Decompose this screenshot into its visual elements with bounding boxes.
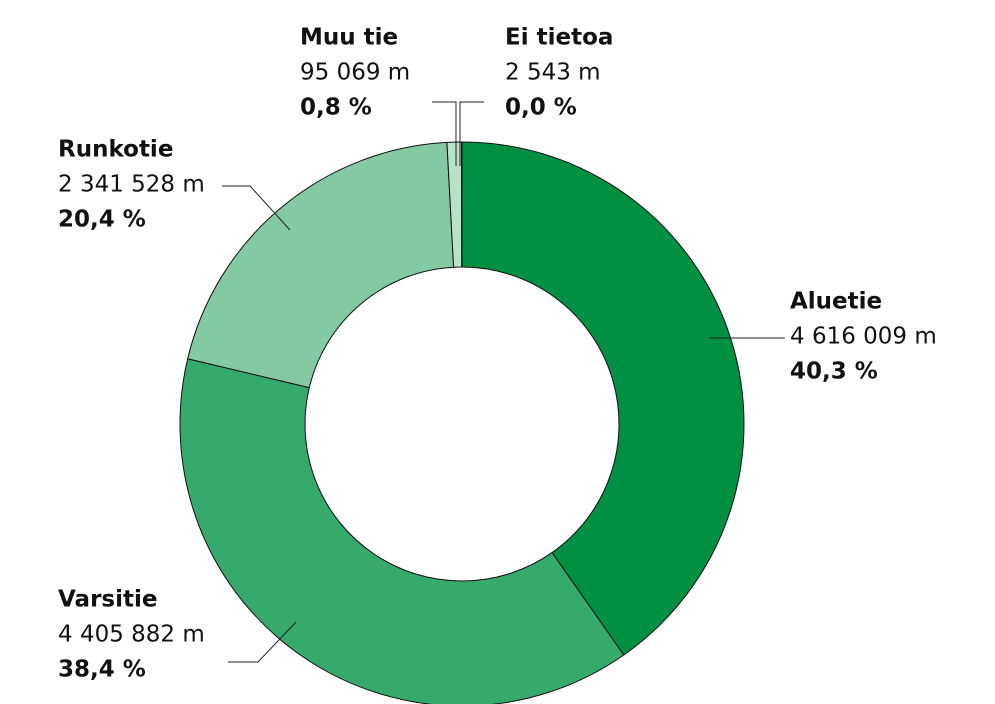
- percentage-label: 0,0 %: [505, 95, 577, 121]
- percentage-label: 0,8 %: [300, 95, 372, 121]
- leader-line: [432, 101, 457, 166]
- value-label: 4 616 009 m: [790, 324, 937, 350]
- percentage-label: 20,4 %: [58, 207, 146, 233]
- leader-line: [222, 185, 291, 231]
- category-label: Runkotie: [58, 137, 173, 163]
- slice: [187, 141, 455, 389]
- category-label: Muu tie: [300, 25, 398, 51]
- value-label: 2 543 m: [505, 60, 601, 86]
- leader-line: [228, 621, 297, 663]
- slice: [179, 358, 625, 704]
- value-label: 4 405 882 m: [58, 622, 205, 648]
- donut: [179, 141, 745, 704]
- percentage-label: 38,4 %: [58, 657, 146, 683]
- value-label: 95 069 m: [300, 60, 410, 86]
- slice: [461, 141, 745, 656]
- leader-line: [459, 101, 484, 166]
- category-label: Aluetie: [790, 289, 882, 315]
- category-label: Varsitie: [58, 587, 157, 613]
- labels: Aluetie 4 616 009 m 40,3 % Varsitie 4 405 88…: [58, 25, 937, 683]
- category-label: Ei tietoa: [505, 25, 613, 51]
- percentage-label: 40,3 %: [790, 359, 878, 385]
- value-label: 2 341 528 m: [58, 172, 205, 198]
